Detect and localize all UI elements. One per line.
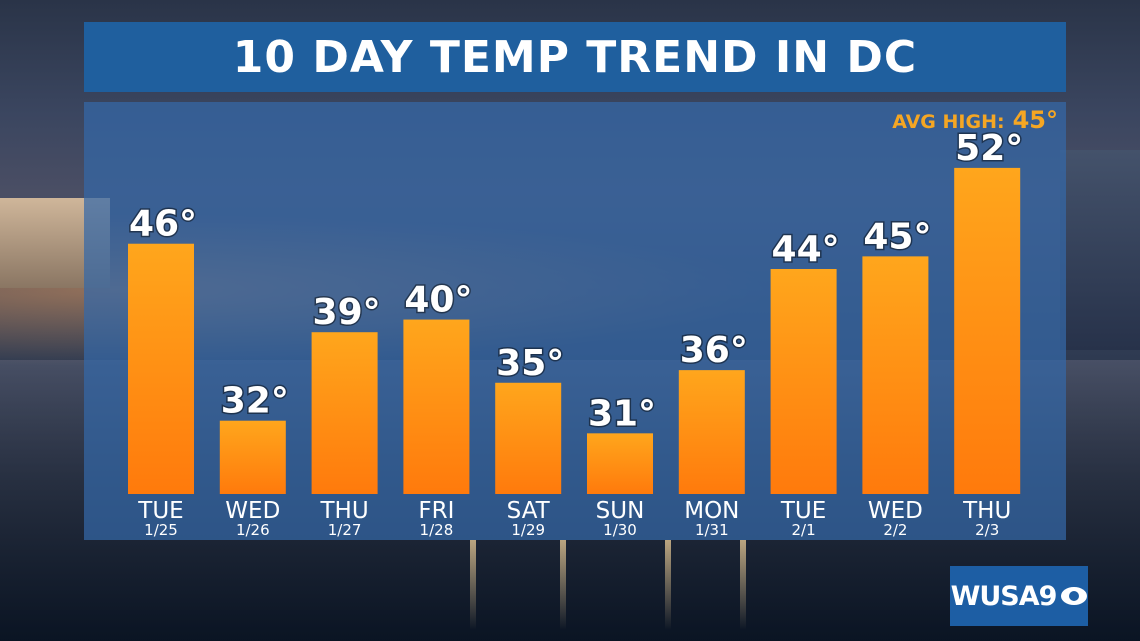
- avg-high-indicator: AVG HIGH: 45°: [892, 106, 1058, 134]
- day-label-4: FRI: [418, 498, 454, 524]
- value-label-6: 31°: [588, 393, 656, 434]
- water-reflection: [470, 540, 476, 630]
- day-label-2: WED: [225, 498, 280, 524]
- background-bridge: [1060, 150, 1140, 350]
- day-label-10: THU: [962, 498, 1011, 524]
- day-label-7: MON: [684, 498, 739, 524]
- bar-3: [311, 332, 378, 494]
- bar-6: [587, 433, 653, 494]
- day-label-9: WED: [868, 498, 923, 524]
- day-label-6: SUN: [596, 498, 645, 524]
- date-label-8: 2/1: [792, 521, 816, 539]
- value-label-7: 36°: [680, 330, 748, 371]
- cbs-eye-icon: [1061, 587, 1088, 605]
- date-label-5: 1/29: [511, 521, 545, 539]
- date-label-9: 2/2: [883, 521, 907, 539]
- bar-8: [770, 269, 837, 494]
- day-label-3: THU: [320, 498, 369, 524]
- date-label-2: 1/26: [236, 521, 270, 539]
- date-label-4: 1/28: [420, 521, 454, 539]
- value-label-10: 52°: [955, 128, 1023, 169]
- bar-5: [495, 382, 562, 494]
- water-reflection: [665, 540, 671, 630]
- bar-7: [678, 370, 745, 494]
- value-label-5: 35°: [496, 343, 564, 384]
- date-label-1: 1/25: [144, 521, 178, 539]
- bar-9: [862, 256, 929, 494]
- bar-10: [954, 167, 1021, 494]
- logo-text: WUSA9: [950, 580, 1058, 612]
- day-label-5: SAT: [507, 498, 551, 524]
- bar-chart: 46°TUE1/2532°WED1/2639°THU1/2740°FRI1/28…: [127, 126, 1024, 539]
- value-label-8: 44°: [772, 229, 840, 270]
- water-reflection: [560, 540, 566, 630]
- avg-high-label: AVG HIGH:: [892, 111, 1005, 133]
- day-label-1: TUE: [137, 498, 183, 524]
- date-label-7: 1/31: [695, 521, 729, 539]
- avg-high-value: 45°: [1012, 106, 1058, 134]
- title-banner: 10 DAY TEMP TREND IN DC: [84, 22, 1066, 92]
- bar-2: [219, 420, 286, 494]
- bar-4: [403, 319, 470, 494]
- chart-panel: AVG HIGH: 45° 46° TUE 1/25 32° WED 1/26 39° THU 1…: [84, 102, 1066, 540]
- value-label-4: 40°: [404, 280, 472, 321]
- value-label-9: 45°: [863, 216, 931, 257]
- date-label-10: 2/3: [975, 521, 999, 539]
- station-logo: WUSA9: [950, 566, 1088, 626]
- day-label-8: TUE: [780, 498, 826, 524]
- date-label-3: 1/27: [328, 521, 362, 539]
- value-label-1: 46°: [129, 204, 197, 245]
- water-reflection: [740, 540, 746, 630]
- bar-1: [128, 243, 194, 494]
- value-label-3: 39°: [313, 292, 381, 333]
- value-label-2: 32°: [221, 381, 289, 422]
- date-label-6: 1/30: [603, 521, 637, 539]
- chart-title: 10 DAY TEMP TREND IN DC: [232, 31, 918, 83]
